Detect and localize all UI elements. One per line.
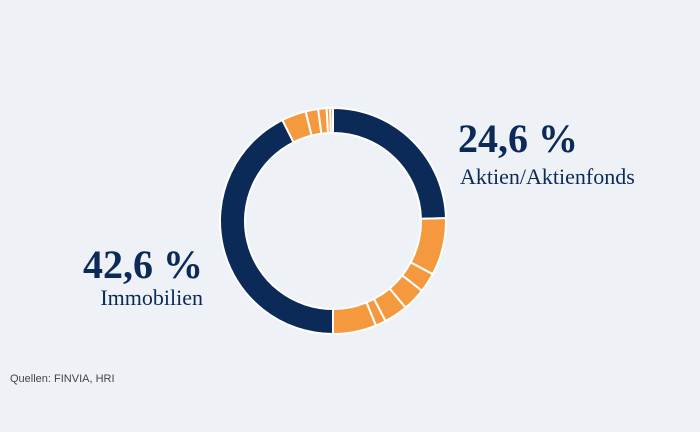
- value-label: 42,6 %: [83, 242, 203, 287]
- value-label: 24,6 %: [458, 116, 578, 161]
- category-label: Immobilien: [100, 285, 203, 310]
- slice: [329, 106, 334, 135]
- category-label: Aktien/Aktienfonds: [460, 164, 635, 189]
- source: Quellen: FINVIA, HRI: [10, 373, 115, 385]
- donut: [219, 106, 447, 336]
